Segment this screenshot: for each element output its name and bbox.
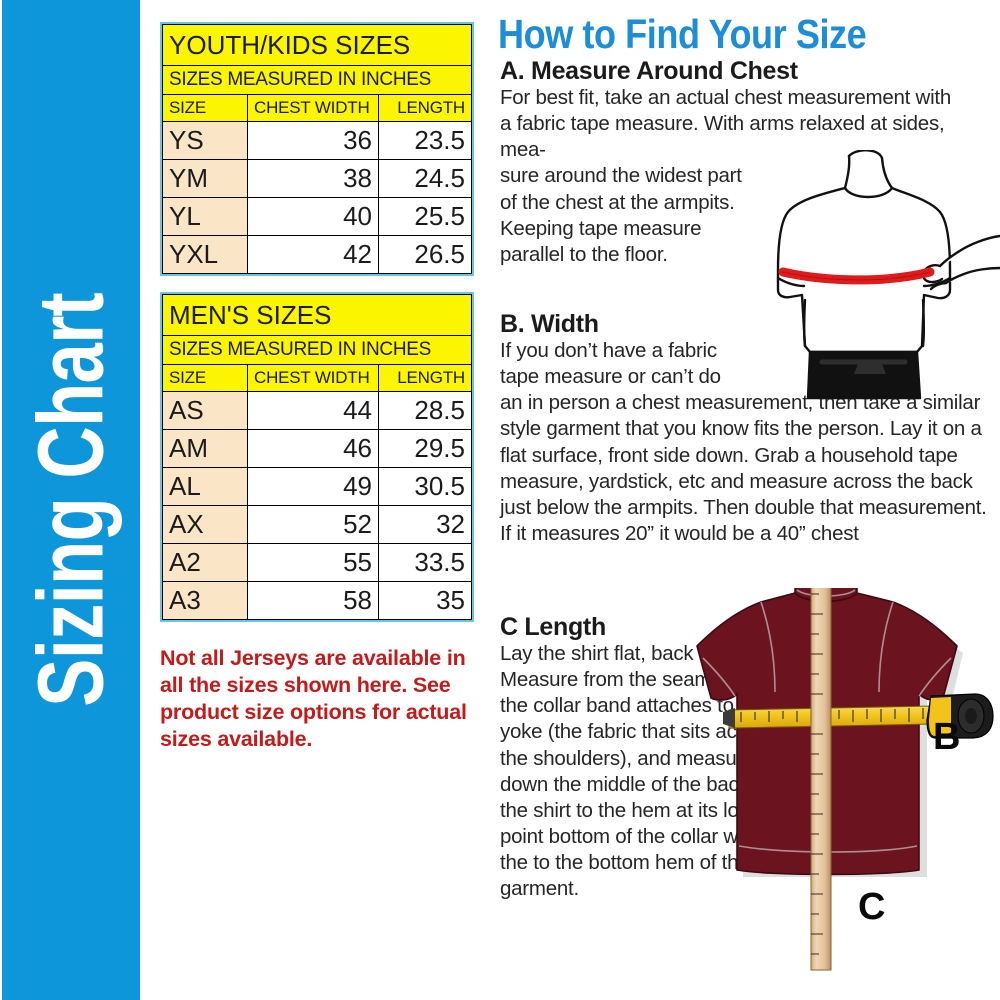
table-row: YS 36 23.5 [162,121,472,160]
table-row: YL 40 25.5 [162,197,472,236]
availability-note: Not all Jerseys are available in all the… [160,646,467,752]
cell-length: 29.5 [378,429,472,468]
youth-table-title: YOUTH/KIDS SIZES [162,24,472,66]
cell-length: 26.5 [378,235,472,274]
jersey-back-measure-illustration [645,588,1000,988]
youth-col-size: SIZE [162,94,248,122]
cell-chest: 38 [247,159,379,198]
youth-sizes-table: YOUTH/KIDS SIZES SIZES MEASURED IN INCHE… [160,22,474,276]
label-c: C [858,886,886,928]
section-a-paragraph-narrow: sure around the widest part of the chest… [500,164,742,266]
section-b-paragraph-wide: an in person a chest measurement, then t… [500,391,987,545]
jersey-svg [696,588,994,971]
cell-size: YM [162,159,248,198]
table-subtitle-row: SIZES MEASURED IN INCHES [162,335,472,365]
cell-size: YS [162,121,248,160]
cell-length: 32 [378,505,472,544]
table-row: YM 38 24.5 [162,159,472,198]
cell-chest: 49 [247,467,379,506]
cell-chest: 40 [247,197,379,236]
cell-chest: 55 [247,543,379,582]
cell-chest: 46 [247,429,379,468]
vertical-yardstick [810,588,832,971]
table-title-row: YOUTH/KIDS SIZES [162,24,472,66]
torso-chest-measure-illustration [762,150,1000,402]
cell-length: 30.5 [378,467,472,506]
cell-length: 28.5 [378,391,472,430]
cell-length: 35 [378,581,472,620]
cell-length: 24.5 [378,159,472,198]
cell-size: AX [162,505,248,544]
table-row: AL 49 30.5 [162,467,472,506]
section-a-heading: A. Measure Around Chest [500,57,798,85]
table-row: A3 58 35 [162,581,472,620]
table-row: AM 46 29.5 [162,429,472,468]
label-b: B [933,716,961,758]
cell-size: YXL [162,235,248,274]
men-col-chest: CHEST WIDTH [247,364,379,392]
table-subtitle-row: SIZES MEASURED IN INCHES [162,65,472,95]
table-row: AX 52 32 [162,505,472,544]
cell-chest: 36 [247,121,379,160]
cell-size: AM [162,429,248,468]
cell-size: YL [162,197,248,236]
mens-sizes-table: MEN'S SIZES SIZES MEASURED IN INCHES SIZ… [160,292,474,622]
sidebar-title: Sizing Chart [18,293,123,707]
sidebar-banner: Sizing Chart [2,0,140,1000]
cell-chest: 58 [247,581,379,620]
cell-size: A3 [162,581,248,620]
cell-length: 25.5 [378,197,472,236]
section-width: B. Width If you don’t have a fabric tape… [500,310,1000,547]
cell-length: 23.5 [378,121,472,160]
cell-chest: 52 [247,505,379,544]
men-table-subtitle: SIZES MEASURED IN INCHES [162,335,472,365]
chest-tape-measure [778,267,935,285]
section-measure-chest: A. Measure Around Chest For best fit, ta… [500,57,970,268]
torso-svg [776,150,1000,400]
cell-size: A2 [162,543,248,582]
men-col-size: SIZE [162,364,248,392]
cell-size: AL [162,467,248,506]
section-c-heading: C Length [500,613,606,641]
men-col-length: LENGTH [378,364,472,392]
page-title: How to Find Your Size [498,11,867,57]
section-b-heading: B. Width [500,310,599,338]
cell-chest: 44 [247,391,379,430]
men-table-title: MEN'S SIZES [162,294,472,336]
youth-table-subtitle: SIZES MEASURED IN INCHES [162,65,472,95]
table-row: YXL 42 26.5 [162,235,472,274]
table-row: AS 44 28.5 [162,391,472,430]
cell-size: AS [162,391,248,430]
table-header-row: SIZE CHEST WIDTH LENGTH [162,94,472,122]
table-row: A2 55 33.5 [162,543,472,582]
table-header-row: SIZE CHEST WIDTH LENGTH [162,364,472,392]
youth-col-chest: CHEST WIDTH [247,94,379,122]
section-a-paragraph-wide: For best fit, take an actual chest measu… [500,86,951,162]
section-b-paragraph-narrow: If you don’t have a fabric tape measure … [500,339,721,389]
table-title-row: MEN'S SIZES [162,294,472,336]
cell-length: 33.5 [378,543,472,582]
cell-chest: 42 [247,235,379,274]
youth-col-length: LENGTH [378,94,472,122]
